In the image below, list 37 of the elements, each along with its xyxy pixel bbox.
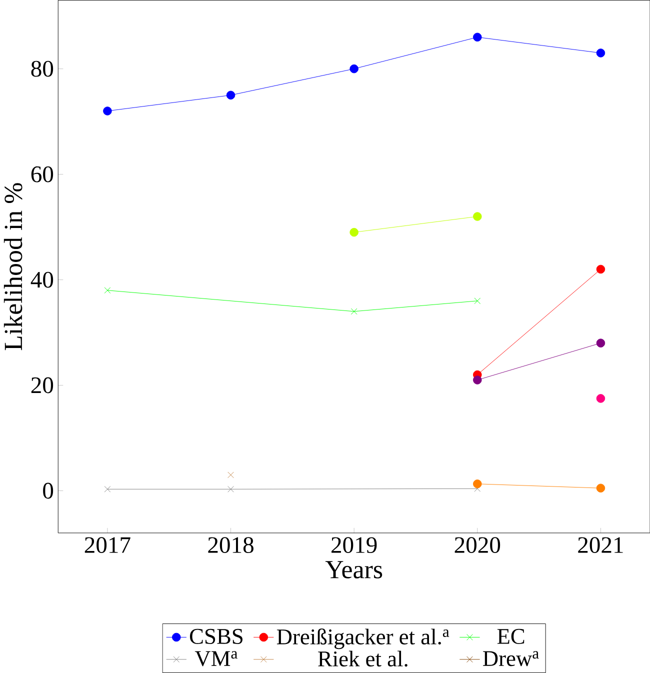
x-axis-title: Years — [325, 561, 382, 578]
y-tick-label: 80 — [31, 60, 53, 77]
x-tick-label: 2019 — [331, 537, 377, 554]
legend-label: Drew$^{a}$ — [482, 651, 539, 666]
x-tick-label: 2017 — [84, 537, 130, 554]
legend-label: Dreißigacker et al.$^{a}$ — [276, 628, 450, 650]
legend-label: CSBS — [190, 628, 242, 644]
point — [472, 376, 482, 384]
y-tick-label: 0 — [42, 482, 53, 499]
x-tick-label: 2018 — [208, 537, 254, 554]
point — [104, 486, 110, 492]
point — [596, 338, 605, 348]
point — [227, 472, 234, 478]
point — [472, 32, 482, 42]
point — [474, 298, 480, 304]
point — [350, 308, 358, 315]
point — [350, 64, 358, 74]
y-tick-label: 20 — [31, 377, 53, 394]
y-tick-label: 40 — [30, 272, 53, 288]
point — [102, 106, 112, 116]
point — [472, 480, 482, 488]
point — [596, 48, 605, 58]
legend-label: Riek et al. — [318, 650, 408, 667]
x-tick-label: 2020 — [454, 537, 500, 554]
legend-label: VM$^{a}$ — [194, 651, 238, 666]
point — [226, 90, 236, 100]
legend-label: EC — [497, 628, 524, 644]
point — [472, 212, 482, 221]
point — [596, 264, 605, 274]
point — [596, 484, 605, 492]
point — [227, 486, 234, 492]
y-tick-label: 60 — [31, 166, 53, 182]
x-tick-label: 2021 — [578, 537, 623, 554]
point — [596, 394, 605, 403]
point — [350, 228, 358, 237]
y-axis-title: Likelihood in % — [4, 183, 22, 350]
point — [104, 287, 110, 294]
